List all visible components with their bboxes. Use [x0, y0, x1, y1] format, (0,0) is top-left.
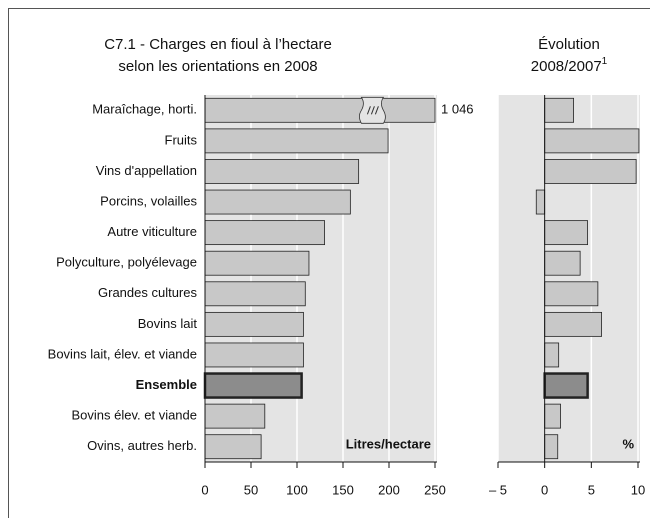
x-tick-label: 250 [424, 482, 446, 497]
x-tick-label: – 5 [489, 482, 507, 497]
x-tick-label: 10 [631, 482, 645, 497]
y-tick-label: Ensemble [136, 377, 197, 392]
bar [204, 159, 360, 184]
bar [544, 342, 560, 368]
x-tick-label: 5 [588, 482, 595, 497]
bar [535, 189, 546, 215]
bar [544, 220, 589, 246]
bar [544, 281, 599, 307]
x-tick-label: 200 [378, 482, 400, 497]
chart-subtitle: 2008/20071 [531, 56, 608, 75]
axis-label: Litres/hectare [346, 436, 431, 451]
axis-label: % [622, 436, 634, 451]
bar [544, 128, 640, 154]
break-slash [370, 106, 375, 115]
y-tick-label: Maraîchage, horti. [92, 102, 197, 117]
bar [203, 372, 303, 399]
bar [204, 97, 436, 123]
bar [204, 403, 266, 429]
bar [544, 250, 581, 276]
bar [544, 159, 637, 184]
y-tick-label: Bovins lait [138, 316, 198, 331]
bar [204, 250, 310, 276]
bar [544, 434, 559, 460]
plot-background [498, 95, 640, 462]
bar [204, 342, 304, 368]
y-tick-label: Bovins élev. et viande [72, 408, 198, 423]
bar [204, 434, 262, 460]
bar [204, 189, 351, 215]
subtitle-text: 2008/2007 [531, 58, 602, 75]
bar [204, 281, 306, 307]
y-tick-label: Bovins lait, élev. et viande [48, 346, 197, 361]
bar [544, 311, 603, 337]
y-tick-label: Polyculture, polyélevage [56, 255, 197, 270]
y-tick-label: Porcins, volailles [100, 193, 197, 208]
bar [544, 403, 561, 429]
x-tick-label: 0 [541, 482, 548, 497]
y-tick-label: Fruits [165, 132, 198, 147]
x-tick-label: 50 [244, 482, 258, 497]
break-slash [366, 106, 371, 115]
value-label: 1 046 [441, 102, 474, 117]
subtitle-note: 1 [602, 56, 608, 67]
chart-subtitle: selon les orientations en 2008 [118, 58, 317, 75]
y-tick-label: Ovins, autres herb. [87, 438, 197, 453]
x-tick-label: 100 [286, 482, 308, 497]
plot-background [205, 95, 437, 462]
frame [8, 8, 650, 518]
break-slash [374, 106, 379, 115]
bar [204, 220, 325, 246]
y-tick-label: Autre viticulture [107, 224, 197, 239]
bar [204, 128, 389, 154]
chart-title: Évolution [538, 36, 600, 53]
bar [204, 311, 304, 337]
chart-title: C7.1 - Charges en fioul à l’hectare [104, 36, 332, 53]
y-tick-label: Vins d'appellation [96, 163, 197, 178]
bar [543, 372, 589, 399]
y-tick-label: Grandes cultures [98, 285, 197, 300]
x-tick-label: 0 [201, 482, 208, 497]
x-tick-label: 150 [332, 482, 354, 497]
bar [544, 97, 575, 123]
